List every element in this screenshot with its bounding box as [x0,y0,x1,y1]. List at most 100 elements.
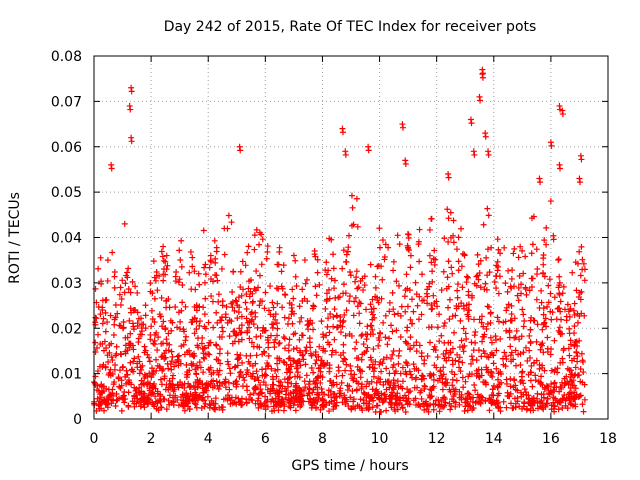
data-point [428,259,435,266]
data-point [369,404,376,411]
data-point [267,390,274,397]
data-point [484,272,491,279]
data-point [219,324,226,331]
data-point [493,273,500,280]
data-point [484,246,491,253]
data-point [233,383,240,390]
data-point [434,324,441,331]
data-point [328,275,335,282]
data-point [224,350,231,357]
data-point [517,361,524,368]
data-point [182,303,189,310]
data-point [514,292,521,299]
data-point [355,354,362,361]
data-point [194,380,201,387]
data-point [324,359,331,366]
data-point [386,335,393,342]
data-point [550,232,557,239]
data-point [538,373,545,380]
data-point [365,391,372,398]
data-point [235,294,242,301]
data-point [495,405,502,412]
data-point [324,339,331,346]
data-point [360,400,367,407]
data-point [208,293,215,300]
data-point [122,280,129,287]
data-point [258,231,265,238]
data-point [136,384,143,391]
data-point [402,160,409,167]
data-point [233,378,240,385]
data-point [494,258,501,265]
data-point [186,347,193,354]
data-point [285,342,292,349]
data-point [405,244,412,251]
data-point [360,341,367,348]
data-point [106,342,113,349]
data-point [527,377,534,384]
data-point [329,347,336,354]
data-point [507,283,514,290]
data-point [520,349,527,356]
data-point [388,389,395,396]
data-point [458,391,465,398]
data-point [497,250,504,257]
data-point [312,360,319,367]
data-point [390,377,397,384]
data-point [343,398,350,405]
data-point [522,344,529,351]
data-point [503,404,510,411]
data-point [294,390,301,397]
y-tick-label: 0.04 [51,231,82,247]
data-point [374,294,380,301]
data-point [404,362,411,369]
data-point [578,156,585,163]
data-point [534,321,541,328]
data-point [532,372,539,379]
data-point [271,407,278,414]
data-point [367,261,374,268]
data-point [195,270,202,277]
data-point [437,367,444,374]
data-point [207,402,214,409]
data-point [245,358,252,365]
data-point [581,396,588,403]
data-point [545,383,552,390]
data-point [457,368,464,375]
data-point [227,401,234,408]
data-point [133,386,140,393]
data-point [528,275,535,282]
data-point [276,244,283,251]
data-point [396,347,403,354]
data-point [353,387,360,394]
data-point [567,371,574,378]
data-point [544,334,551,341]
data-point [226,386,233,393]
data-point [523,291,530,298]
data-point [564,379,571,386]
data-point [501,244,508,251]
data-point [354,402,361,409]
data-point [221,379,228,386]
data-point [314,391,321,398]
data-point [432,347,439,354]
data-point [317,406,324,413]
data-point [270,376,277,383]
data-point [257,333,264,340]
data-point [264,243,271,250]
data-point [566,397,573,404]
data-point [130,346,137,353]
data-point [180,341,187,348]
data-point [237,369,244,376]
data-point [313,292,320,299]
data-point [451,371,458,378]
data-point [468,353,475,360]
data-point [218,317,225,324]
data-point [109,357,116,364]
data-point [289,286,296,293]
data-point [238,336,245,343]
data-point [504,288,511,295]
data-point [471,381,478,388]
data-point [227,370,234,377]
data-point [476,316,483,323]
